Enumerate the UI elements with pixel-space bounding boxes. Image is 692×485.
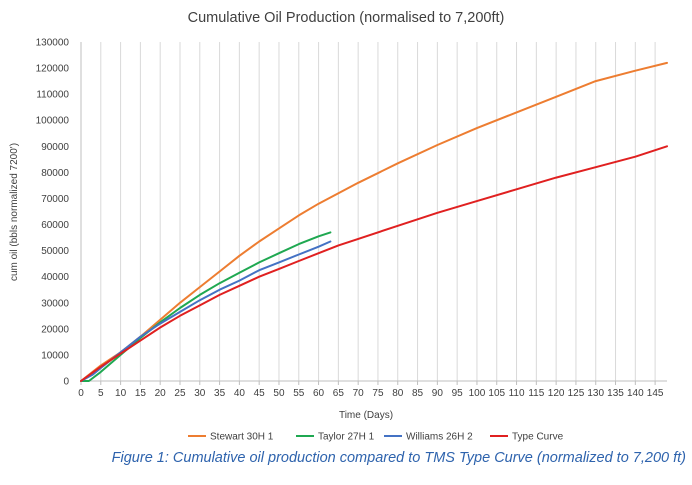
x-tick-label: 105 [488,388,505,399]
grid-lines [100,42,656,381]
x-tick-label: 125 [568,388,585,399]
x-tick-label: 145 [647,388,664,399]
y-tick-label: 80000 [41,168,69,179]
x-tick-label: 85 [412,388,424,399]
x-tick-label: 45 [254,388,266,399]
x-tick-label: 60 [313,388,325,399]
x-tick-label: 35 [214,388,226,399]
x-tick-label: 95 [452,388,464,399]
y-tick-label: 50000 [41,246,69,257]
y-tick-label: 20000 [41,324,69,335]
series-line-stewart-30h-1 [80,61,668,382]
x-tick-label: 5 [98,388,104,399]
x-tick-label: 140 [627,388,644,399]
x-tick-label: 110 [509,388,525,399]
y-tick-label: 0 [63,377,69,388]
y-axis-label: cum oil (bbls normalized 7200') [9,143,20,281]
x-tick-label: 25 [174,388,186,399]
x-tick-label: 70 [353,388,365,399]
y-tick-label: 90000 [41,142,69,153]
legend-label: Stewart 30H 1 [210,432,274,443]
x-tick-label: 0 [78,388,84,399]
x-tick-label: 75 [372,388,384,399]
x-tick-label: 115 [528,388,544,399]
series-line-taylor-27h-1 [80,231,332,382]
legend: Stewart 30H 1 Taylor 27H 1 Williams 26H 2 T… [188,432,564,443]
legend-label: Taylor 27H 1 [318,432,375,443]
axes: 0 10000 20000 30000 40000 50000 60000 70000 8000… [36,38,667,399]
legend-label: Williams 26H 2 [406,432,473,443]
y-tick-label: 40000 [41,272,69,283]
x-tick-label: 20 [155,388,167,399]
x-tick-label: 65 [333,388,345,399]
chart-title: Cumulative Oil Production (normalised to… [188,10,505,26]
x-tick-label: 55 [293,388,305,399]
x-tick-label: 40 [234,388,246,399]
series-line-type-curve [80,145,668,382]
x-tick-label: 100 [469,388,486,399]
x-tick-label: 130 [587,388,604,399]
figure-caption: Figure 1: Cumulative oil production comp… [111,450,686,466]
y-tick-label: 110000 [36,90,69,101]
y-tick-label: 130000 [36,38,70,49]
series-lines [80,61,668,382]
x-tick-label: 80 [392,388,404,399]
x-tick-label: 120 [548,388,565,399]
y-tick-label: 60000 [41,220,69,231]
legend-label: Type Curve [512,432,564,443]
x-tick-label: 90 [432,388,444,399]
x-tick-label: 50 [273,388,285,399]
y-tick-label: 30000 [41,298,69,309]
y-tick-label: 70000 [41,194,69,205]
x-tick-label: 15 [135,388,147,399]
y-tick-label: 10000 [41,350,69,361]
y-tick-label: 100000 [36,116,70,127]
x-tick-label: 10 [115,388,127,399]
y-tick-label: 120000 [36,64,70,75]
x-tick-label: 30 [194,388,206,399]
x-tick-label: 135 [607,388,624,399]
x-axis-label: Time (Days) [339,410,393,421]
